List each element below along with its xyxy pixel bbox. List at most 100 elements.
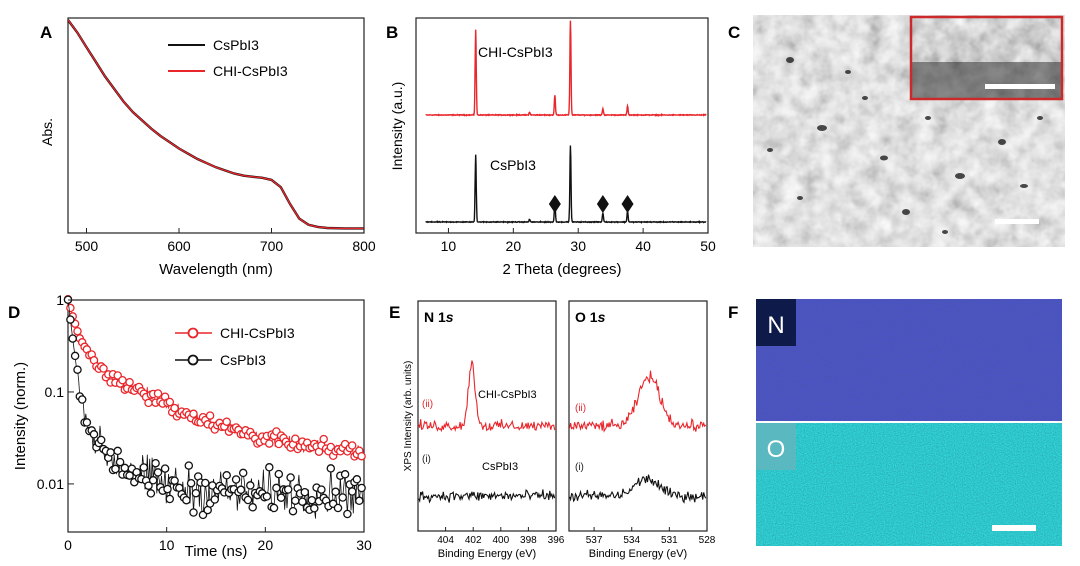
xps-xtick-label: 537 [586,535,603,546]
edx-label-o: O [767,436,786,463]
panel-d-frame [67,299,365,533]
panel-b-label-chi: CHI-CsPbI3 [478,44,553,60]
legend-a-label-1: CsPbI3 [213,37,259,53]
xps-xtick-label: 396 [548,535,565,546]
legend-d-label-2: CsPbI3 [220,352,266,368]
data-point [291,434,300,443]
panel-e-left-plot: 404 402 400 398 396 [417,300,565,546]
sem-scale-bar [995,219,1039,224]
series-cspbi3-pattern [425,145,707,225]
data-point [262,492,272,501]
panel-a-xtick-label: 800 [352,238,376,254]
data-point [144,398,153,408]
data-point [317,485,326,494]
xps-xtick-label: 404 [437,535,454,546]
panel-e-left-i: (i) [422,454,431,465]
data-point [125,471,134,480]
data-point [357,483,366,493]
panel-e-left-title-main: N 1 [424,309,446,325]
panel-e-right-title: O 1s [575,309,606,325]
data-point [276,493,286,502]
legend-a-label-2: CHI-CsPbI3 [213,63,288,79]
data-point [288,506,298,516]
data-point [99,364,108,373]
xps-xtick-label: 400 [492,535,509,546]
data-point [115,457,125,467]
data-point [246,481,255,490]
panel-a-xlabel: Wavelength (nm) [159,261,273,278]
diamond-marker-icon [548,195,561,213]
panel-a-ylabel: Abs. [39,118,55,146]
data-point [231,475,241,484]
panel-d-xlabel: Time (ns) [185,543,248,560]
panel-letter-b: B [386,23,398,42]
panel-e-left-frame [417,300,557,532]
legend-d: CHI-CsPbI3 CsPbI3 [175,325,295,368]
panel-d-plot: 1 0.1 0.01 0 10 20 30 [37,292,372,553]
panel-e-left-title: N 1s [424,309,454,325]
panel-b-frame [415,17,709,234]
panel-letter-a: A [40,23,52,42]
panel-d-xtick-label: 20 [258,537,274,553]
data-point [153,468,163,477]
panel-b-xtick-label: 40 [635,238,651,254]
data-point [205,411,215,420]
data-point [286,473,295,482]
diamond-marker-icon [596,195,609,213]
edx-label-n: N [767,312,784,339]
data-point [243,495,253,505]
data-point [148,476,158,485]
data-point [163,484,172,494]
data-point [272,483,281,493]
edx-scale-bar [992,525,1036,531]
panel-a-xtick-label: 500 [75,238,99,254]
panel-e-right-frame [568,300,708,532]
data-point [82,418,92,427]
panel-letter-f: F [728,303,738,322]
data-point [274,469,284,479]
panel-letter-c: C [728,23,740,42]
edx-label-box-o [756,423,796,470]
panel-d-ytick-label: 0.1 [45,384,65,400]
data-point [153,389,163,398]
panel-e-left-ii: (ii) [422,399,433,410]
series-chi-cspbi3-xps [569,370,707,433]
data-point [184,461,194,470]
legend-d-marker-1 [187,327,199,339]
data-point [191,488,201,498]
data-point [357,451,366,461]
xps-xtick-label: 398 [520,535,537,546]
panel-d-ytick-label: 1 [56,292,64,308]
data-point [319,434,328,444]
data-point [222,417,231,426]
data-point [182,495,191,505]
data-point [186,478,196,488]
series-chi-cspbi3-line [67,19,364,230]
panel-b-xtick-label: 10 [441,238,457,254]
data-point [170,403,179,413]
data-point [73,365,82,374]
data-point [77,395,87,404]
data-point [89,430,99,439]
data-point [352,475,362,484]
panel-d-ylabel: Intensity (norm.) [12,362,29,470]
panel-e-left-xlabel: Binding Energy (eV) [438,548,536,560]
panel-b-xtick-label: 50 [700,238,716,254]
panel-letter-d: D [8,303,20,322]
data-point [111,464,120,474]
panel-e-right-title-main: O 1 [575,309,598,325]
data-point [189,409,198,419]
data-point [347,441,357,450]
data-point [298,497,307,506]
panel-e-left-title-sub: s [446,309,454,325]
panel-e-right-ii: (ii) [575,403,586,414]
data-point [310,504,319,513]
panel-e-right-title-sub: s [598,309,606,325]
panel-d-xtick-label: 10 [159,537,175,553]
data-point [70,351,80,361]
legend-a: CsPbI3 CHI-CsPbI3 [168,37,288,79]
panel-b-label-cs: CsPbI3 [490,157,536,173]
data-point [139,463,149,472]
xps-xtick-label: 531 [661,535,678,546]
xps-xtick-label: 528 [699,535,716,546]
